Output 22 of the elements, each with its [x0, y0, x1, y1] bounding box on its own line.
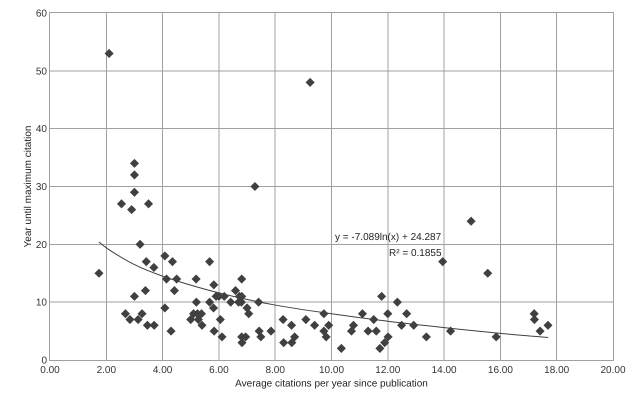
- x-axis-title: Average citations per year since publication: [235, 378, 428, 390]
- annotation: y = -7.089ln(x) + 24.287: [335, 232, 442, 243]
- x-tick-label: 10.00: [318, 365, 344, 376]
- x-tick-label: 8.00: [265, 365, 286, 376]
- y-tick-label: 0: [41, 356, 48, 366]
- annotation: R² = 0.1855: [389, 248, 442, 259]
- x-tick-label: 12.00: [375, 365, 401, 376]
- x-tick-label: 16.00: [488, 365, 514, 376]
- x-tick-label: 18.00: [544, 365, 570, 376]
- x-tick-label: 14.00: [432, 365, 458, 376]
- y-tick-label: 60: [36, 8, 48, 20]
- y-axis-title: Year until maximum citation: [22, 126, 34, 248]
- y-tick-label: 10: [36, 298, 48, 309]
- x-tick-label: 2.00: [96, 365, 116, 376]
- y-tick-label: 50: [36, 66, 48, 78]
- x-tick-label: 6.00: [209, 365, 230, 376]
- y-tick-label: 20: [36, 240, 48, 251]
- x-tick-label: 20.00: [600, 365, 626, 376]
- x-tick-label: 0.00: [40, 365, 60, 376]
- x-tick-label: 4.00: [152, 365, 173, 376]
- y-tick-label: 40: [36, 124, 48, 136]
- y-tick-label: 30: [36, 182, 48, 193]
